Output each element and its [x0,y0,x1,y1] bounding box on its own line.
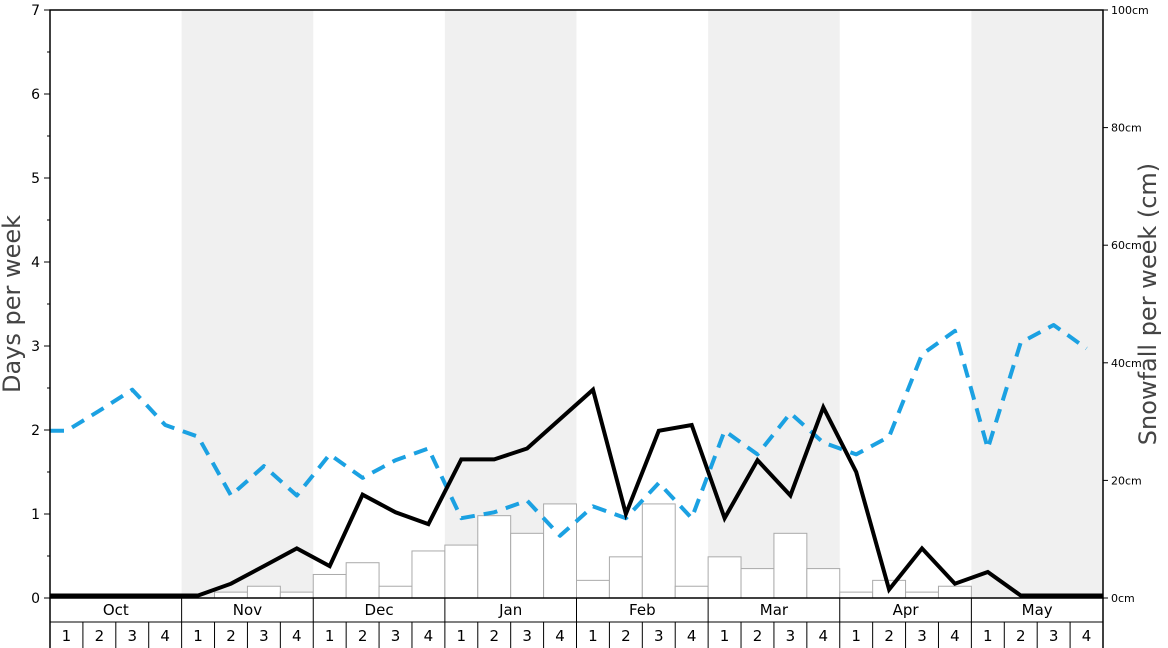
right-tick-label: 0cm [1111,592,1135,605]
month-label: Apr [893,601,920,619]
week-label: 3 [917,627,927,645]
week-label: 2 [621,627,631,645]
snowfall-bar [279,591,314,599]
week-label: 1 [457,627,467,645]
right-tick-label: 100cm [1111,4,1149,17]
week-label: 3 [127,627,137,645]
month-shade-jan [444,10,577,598]
week-label: 2 [489,627,499,645]
dashed-series-line [50,323,1088,538]
axes: 0 1 2 3 4 5 6 7 0cm 20cm 40cm 60cm 80cm 100cm [31,3,1149,607]
snowfall-bar [312,573,347,599]
snowfall-bar [543,503,577,599]
week-label: 2 [226,627,236,645]
week-label: 2 [358,627,368,645]
snowfall-bar [905,591,939,599]
week-label: 1 [720,627,730,645]
left-tick-label: 1 [31,507,40,523]
month-shading [181,10,1103,598]
series-lines [50,323,1103,598]
week-label: 2 [884,627,894,645]
snowfall-bar [477,515,512,599]
week-label: 1 [983,627,993,645]
snowfall-bar [773,532,808,599]
left-tick-label: 3 [31,339,40,355]
week-label: 4 [555,627,565,645]
snowfall-bar [411,550,446,599]
left-tick-label: 7 [31,3,40,19]
week-label: 1 [193,627,203,645]
week-label: 3 [391,627,401,645]
week-label: 1 [851,627,861,645]
left-tick-label: 0 [31,591,40,607]
week-label: 2 [95,627,105,645]
week-label: 2 [753,627,763,645]
month-label: May [1022,601,1053,619]
left-tick-label: 5 [31,171,40,187]
week-label: 4 [687,627,697,645]
right-tick-label: 20cm [1111,474,1142,487]
snowfall-bar [444,544,479,599]
snowfall-bar [806,568,841,599]
week-label: 4 [950,627,960,645]
month-label: Jan [498,601,522,619]
week-label: 4 [819,627,829,645]
week-label: 4 [1082,627,1092,645]
week-label: 1 [62,627,72,645]
snowfall-bar [608,556,643,599]
week-label: 3 [1049,627,1059,645]
left-tick-label: 2 [31,423,40,439]
month-shade-may [971,10,1103,598]
week-label: 3 [786,627,796,645]
month-week-axis: Oct 1 2 3 4 Nov 1 2 3 4 Dec 1 2 3 4 Jan 1 2 3 4 Feb 1 2 3 4 Mar 1 2… [49,598,1104,648]
week-label: 3 [654,627,664,645]
week-label: 4 [424,627,434,645]
week-label: 3 [522,627,532,645]
right-tick-label: 40cm [1111,357,1142,370]
snowfall-bar [345,562,380,599]
month-label: Nov [233,601,262,619]
snowfall-bar [707,556,742,599]
snowfall-bars [214,503,972,599]
month-label: Oct [103,601,129,619]
left-tick-label: 6 [31,87,40,103]
snowfall-bar [641,503,676,599]
snowfall-bar [378,585,413,599]
week-label: 2 [1016,627,1026,645]
week-label: 3 [259,627,269,645]
right-tick-label: 60cm [1111,239,1142,252]
month-label: Mar [760,601,789,619]
snowfall-bar [576,579,610,599]
y-axis-left-label: Days per week [0,215,26,393]
week-label: 4 [292,627,302,645]
month-shade-nov [181,10,314,598]
snowfall-bar [510,532,545,599]
snowfall-bar [937,585,972,599]
week-label: 1 [325,627,335,645]
y-axis-right-label: Snowfall per week (cm) [1134,163,1162,445]
month-label: Dec [365,601,394,619]
snowfall-bar [214,591,248,599]
month-label: Feb [629,601,656,619]
snowfall-bar [839,591,874,599]
week-label: 1 [588,627,598,645]
snowfall-bar [674,585,709,599]
right-tick-label: 80cm [1111,122,1142,135]
week-label: 4 [160,627,170,645]
snowfall-bar [246,585,281,599]
solid-series-line [50,386,1103,598]
left-tick-label: 4 [31,255,40,271]
month-shade-mar [708,10,840,598]
snowfall-bar [740,568,775,599]
